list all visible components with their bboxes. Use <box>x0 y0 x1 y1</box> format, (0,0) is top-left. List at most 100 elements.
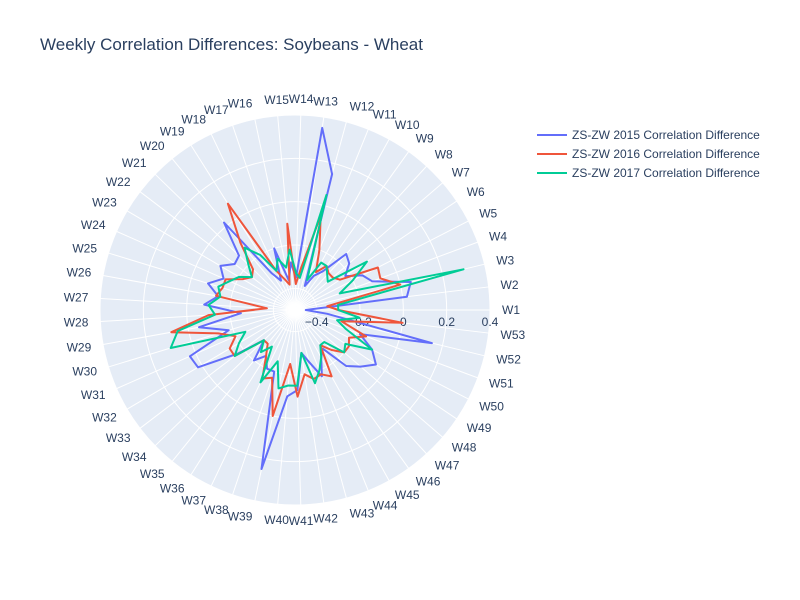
radial-tick-label: −0.4 <box>305 315 329 329</box>
angular-tick-label: W1 <box>502 303 520 317</box>
angular-gridline-w36 <box>190 309 296 476</box>
angular-tick-label: W48 <box>452 441 477 455</box>
angular-gridline-w25 <box>108 252 296 311</box>
angular-tick-label: W22 <box>106 175 131 189</box>
angular-gridline-w10 <box>294 138 390 311</box>
angular-tick-label: W44 <box>373 499 398 513</box>
angular-tick-label: W36 <box>160 481 185 495</box>
angular-gridline-w9 <box>294 151 410 311</box>
angular-gridline-w20 <box>171 158 296 311</box>
angular-gridline-w31 <box>116 309 296 390</box>
angular-gridline-w43 <box>294 309 347 499</box>
angular-tick-label: W49 <box>467 421 492 435</box>
angular-tick-label: W47 <box>435 459 460 473</box>
angular-gridline-w51 <box>294 309 478 379</box>
radial-tick-label: 0.2 <box>438 315 455 329</box>
angular-tick-label: W21 <box>122 156 147 170</box>
series-line-3 <box>169 194 465 390</box>
radial-tick-label: 0 <box>400 315 407 329</box>
angular-tick-label: W12 <box>350 100 375 114</box>
angular-tick-label: W29 <box>67 340 92 354</box>
angular-tick-label: W10 <box>395 118 420 132</box>
legend: ZS-ZW 2015 Correlation Difference ZS-ZW 2… <box>537 128 760 180</box>
angular-tick-label: W24 <box>81 218 106 232</box>
angular-gridline-w35 <box>171 309 296 462</box>
angular-tick-label: W20 <box>140 139 165 153</box>
angular-tick-label: W38 <box>204 503 229 517</box>
angular-tick-label: W14 <box>289 92 314 106</box>
angular-tick-label: W26 <box>67 266 92 280</box>
angular-tick-label: W5 <box>479 207 497 221</box>
angular-gridline-w19 <box>190 144 296 311</box>
angular-tick-label: W9 <box>416 132 434 146</box>
angular-tick-label: W8 <box>435 147 453 161</box>
angular-tick-label: W46 <box>416 474 441 488</box>
angular-tick-label: W23 <box>92 196 117 210</box>
angular-gridline-w28 <box>100 309 296 323</box>
angular-tick-label: W18 <box>181 113 206 127</box>
angular-tick-label: W16 <box>228 97 253 111</box>
angular-gridline-w46 <box>294 309 410 469</box>
angular-gridline-w5 <box>294 220 469 311</box>
angular-tick-label: W45 <box>395 488 420 502</box>
angular-gridline-w50 <box>294 309 469 400</box>
angular-gridline-w21 <box>154 173 296 311</box>
angular-tick-label: W50 <box>479 399 504 413</box>
angular-tick-label: W7 <box>452 165 470 179</box>
angular-gridline-w44 <box>294 309 369 491</box>
angular-gridline-w15 <box>277 115 296 311</box>
angular-gridline-w47 <box>294 309 427 455</box>
angular-gridline-w52 <box>294 309 485 357</box>
series-line-2 <box>170 202 404 417</box>
angular-gridline-w7 <box>294 182 444 311</box>
angular-gridline-w26 <box>102 275 296 311</box>
angular-tick-label: W30 <box>72 365 97 379</box>
angular-tick-label: W6 <box>467 185 485 199</box>
polar-area: −0.4 −0.2 0 0.2 0.4W1W2W3W4W5W6W7W8W9W10W11W… <box>64 92 526 528</box>
angular-tick-label: W15 <box>264 93 289 107</box>
angular-tick-label: W53 <box>501 328 526 342</box>
angular-gridline-w24 <box>116 230 296 311</box>
angular-gridline-w4 <box>294 241 478 311</box>
angular-gridline-w48 <box>294 309 444 438</box>
angular-gridline-w33 <box>139 309 296 429</box>
angular-tick-label: W41 <box>289 514 314 528</box>
angular-gridline-w37 <box>210 309 296 487</box>
legend-item-3[interactable]: ZS-ZW 2017 Correlation Difference <box>572 166 760 180</box>
angular-gridline-w40 <box>277 309 296 505</box>
angular-gridline-w30 <box>108 309 296 368</box>
angular-tick-label: W52 <box>496 353 521 367</box>
angular-tick-label: W31 <box>81 388 106 402</box>
angular-gridline-w42 <box>294 309 325 503</box>
angular-tick-label: W43 <box>350 507 375 521</box>
angular-tick-label: W2 <box>501 278 519 292</box>
angular-tick-label: W51 <box>489 377 514 391</box>
angular-gridline-w34 <box>154 309 296 447</box>
radial-tick-label: 0.4 <box>482 315 499 329</box>
angular-tick-label: W3 <box>496 253 514 267</box>
angular-tick-label: W27 <box>64 291 89 305</box>
angular-tick-label: W32 <box>92 410 117 424</box>
angular-tick-label: W42 <box>313 512 338 526</box>
angular-tick-label: W13 <box>313 94 338 108</box>
angular-tick-label: W40 <box>264 513 289 527</box>
angular-tick-label: W33 <box>106 431 131 445</box>
angular-tick-label: W28 <box>64 316 89 330</box>
angular-tick-label: W34 <box>122 450 147 464</box>
angular-tick-label: W4 <box>489 230 507 244</box>
angular-tick-label: W35 <box>140 467 165 481</box>
angular-gridline-w22 <box>139 191 296 311</box>
angular-tick-label: W17 <box>204 103 229 117</box>
angular-tick-label: W39 <box>228 510 253 524</box>
legend-item-2[interactable]: ZS-ZW 2016 Correlation Difference <box>572 147 760 161</box>
angular-gridline-w41 <box>294 309 302 505</box>
angular-gridline-w6 <box>294 200 458 311</box>
angular-gridline-w32 <box>126 309 296 410</box>
angular-gridline-w45 <box>294 309 390 482</box>
angular-tick-label: W25 <box>72 241 97 255</box>
angular-tick-label: W19 <box>160 125 185 139</box>
angular-gridline-w38 <box>232 309 296 495</box>
legend-item-1[interactable]: ZS-ZW 2015 Correlation Difference <box>572 128 760 142</box>
angular-gridline-w23 <box>126 210 296 311</box>
